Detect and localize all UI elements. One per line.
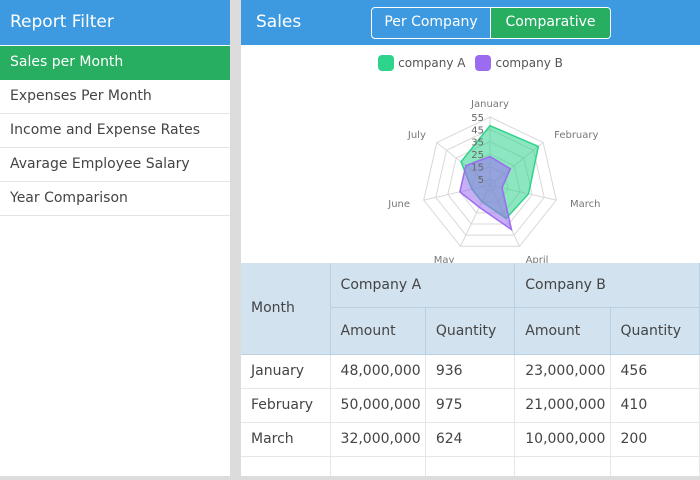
comparative-button[interactable]: Comparative xyxy=(491,8,610,38)
chart-legend: company A company B xyxy=(241,55,700,71)
sidebar-item-income-expense-rates[interactable]: Income and Expense Rates xyxy=(0,114,230,148)
main-header: Sales Per Company Comparative xyxy=(241,0,700,45)
table-row xyxy=(241,456,700,476)
table-cell: 456 xyxy=(610,354,700,389)
radar-category-label: May xyxy=(434,255,455,263)
table-cell: 48,000,000 xyxy=(330,354,426,389)
company-a-header: Company A xyxy=(330,263,516,308)
radar-tick-label: 35 xyxy=(471,138,484,149)
table-cell: 975 xyxy=(425,388,516,423)
view-toggle: Per Company Comparative xyxy=(371,7,611,39)
amount-header-a: Amount xyxy=(330,307,426,355)
per-company-button[interactable]: Per Company xyxy=(372,8,491,38)
table-cell: 21,000,000 xyxy=(514,388,611,423)
table-row: January 48,000,000 936 23,000,000 456 xyxy=(241,354,700,389)
table-cell: 10,000,000 xyxy=(514,422,611,457)
page-title: Sales xyxy=(256,12,302,32)
sidebar-title: Report Filter xyxy=(0,0,230,45)
radar-tick-label: 45 xyxy=(471,125,484,136)
grid-ring xyxy=(423,116,557,247)
radar-category-label: February xyxy=(554,130,598,141)
legend-label-company-b: company B xyxy=(495,56,563,70)
table-cell xyxy=(241,456,331,476)
radar-tick-label: 5 xyxy=(478,175,484,186)
legend-label-company-a: company A xyxy=(398,56,466,70)
sidebar: Report Filter Sales per Month Expenses P… xyxy=(0,0,230,476)
table-cell: 200 xyxy=(610,422,700,457)
table-cell xyxy=(330,456,426,476)
table-cell xyxy=(425,456,516,476)
radar-category-label: April xyxy=(526,255,549,263)
radar-category-label: June xyxy=(387,199,410,210)
sales-table: Month Company A Company B Amount Quantit… xyxy=(241,263,700,476)
quantity-header-b: Quantity xyxy=(610,307,700,355)
table-cell: 936 xyxy=(425,354,516,389)
amount-header-b: Amount xyxy=(514,307,611,355)
table-row: February 50,000,000 975 21,000,000 410 xyxy=(241,388,700,423)
sidebar-item-expenses-per-month[interactable]: Expenses Per Month xyxy=(0,80,230,114)
legend-item-company-b[interactable]: company B xyxy=(475,55,563,71)
table-row: March 32,000,000 624 10,000,000 200 xyxy=(241,422,700,457)
radar-chart: company A company B 5 15 25 35 45 55 January Fe… xyxy=(241,45,700,263)
sidebar-item-sales-per-month[interactable]: Sales per Month xyxy=(0,46,230,80)
table-cell: 50,000,000 xyxy=(330,388,426,423)
legend-swatch-company-a xyxy=(378,55,395,71)
sidebar-item-year-comparison[interactable]: Year Comparison xyxy=(0,182,230,216)
table-cell xyxy=(514,456,611,476)
quantity-header-a: Quantity xyxy=(425,307,516,355)
table-cell: 410 xyxy=(610,388,700,423)
table-cell xyxy=(610,456,700,476)
sidebar-item-average-employee-salary[interactable]: Avarage Employee Salary xyxy=(0,148,230,182)
table-cell: March xyxy=(241,422,331,457)
table-cell: January xyxy=(241,354,331,389)
radar-tick-label: 15 xyxy=(471,162,484,173)
table-cell: 32,000,000 xyxy=(330,422,426,457)
month-header: Month xyxy=(241,263,331,355)
sidebar-menu: Sales per Month Expenses Per Month Incom… xyxy=(0,46,230,216)
table-cell: February xyxy=(241,388,331,423)
radar-category-label: January xyxy=(470,99,509,110)
radar-category-label: July xyxy=(407,130,426,141)
table-cell: 624 xyxy=(425,422,516,457)
table-cell: 23,000,000 xyxy=(514,354,611,389)
main-panel: Sales Per Company Comparative company A … xyxy=(241,0,700,476)
radar-tick-label: 25 xyxy=(471,150,484,161)
legend-swatch-company-b xyxy=(475,55,492,71)
series-area-company-b xyxy=(459,155,513,232)
legend-item-company-a[interactable]: company A xyxy=(378,55,465,71)
radar-tick-label: 55 xyxy=(471,113,484,124)
company-b-header: Company B xyxy=(514,263,700,308)
radar-category-label: March xyxy=(570,199,600,210)
